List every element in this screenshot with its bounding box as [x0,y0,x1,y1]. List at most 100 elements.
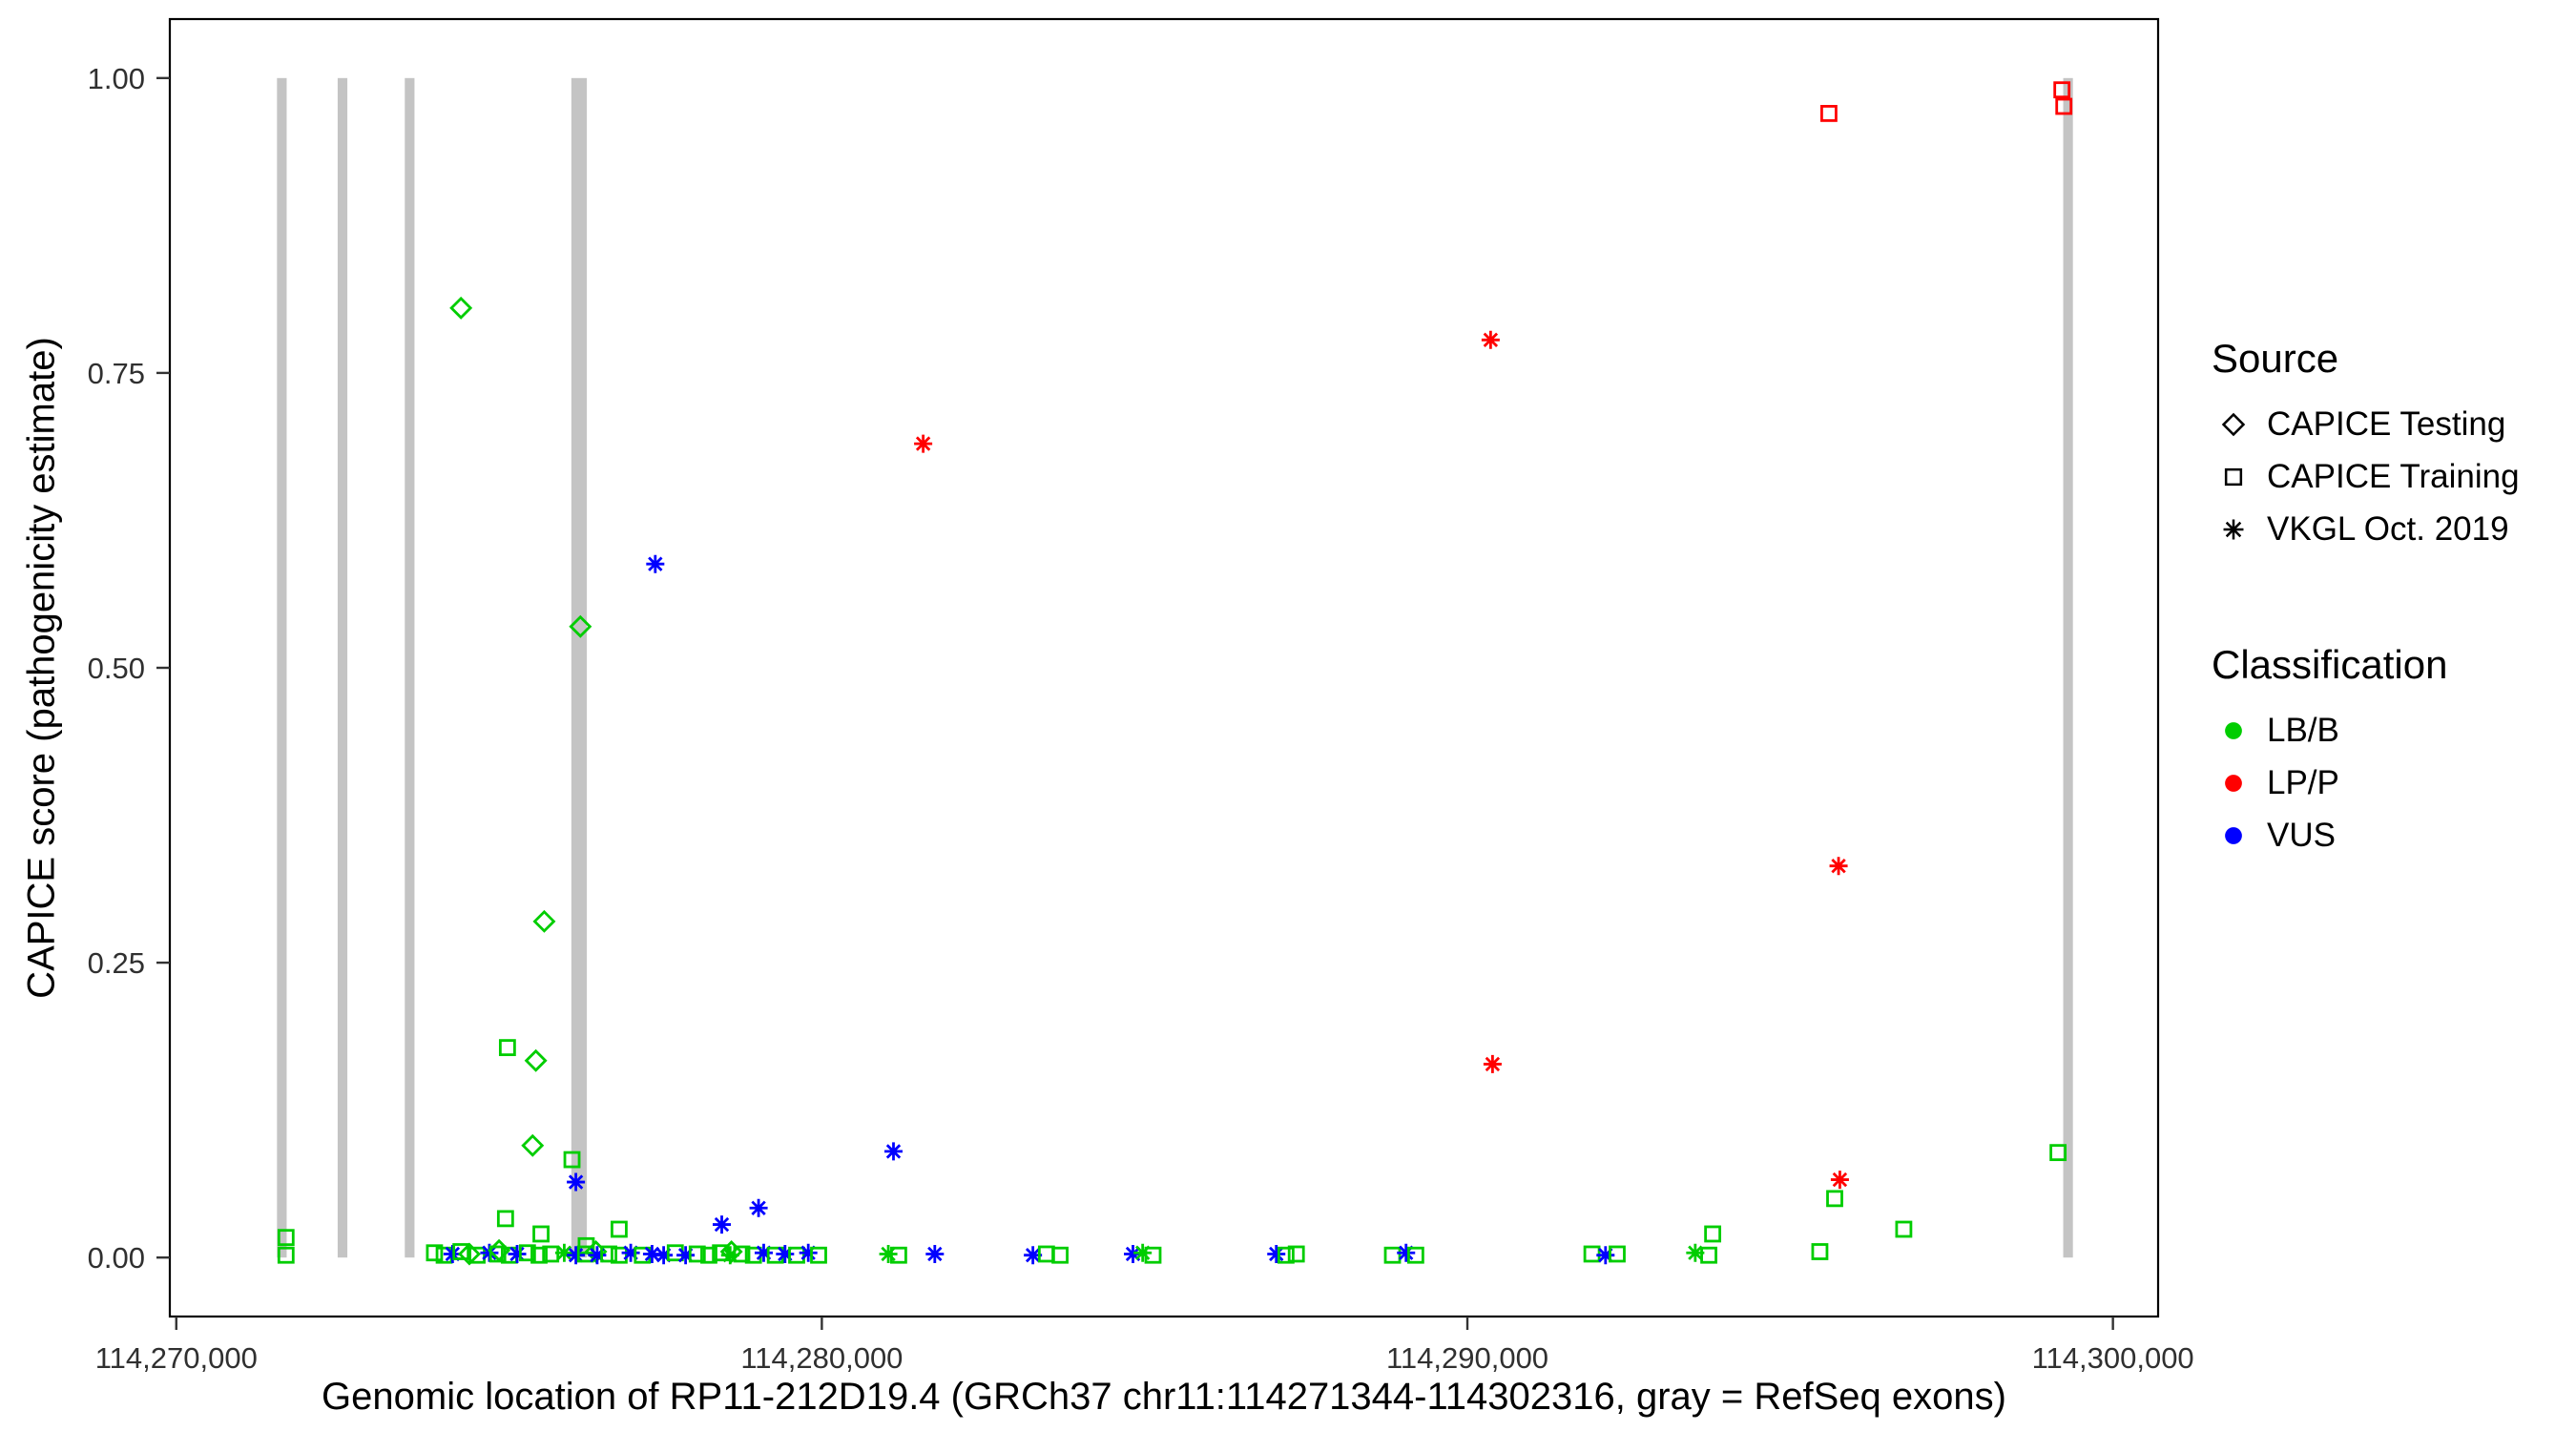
data-point [1024,1246,1043,1265]
square-marker-glyph [1811,1243,1829,1260]
y-tick-label: 0.00 [88,1241,145,1275]
data-point [1051,1246,1069,1264]
asterisk-marker-glyph [567,1246,586,1265]
legend-item-label: VUS [2267,817,2336,854]
legend-source-title: Source [2212,336,2339,381]
data-point [890,1246,907,1264]
data-point [2053,81,2071,99]
asterisk-marker-glyph [776,1244,795,1263]
data-point [719,1240,743,1263]
data-point [1700,1246,1717,1264]
exon-bar [571,77,588,1258]
square-marker-glyph [498,1039,516,1057]
diamond-marker-icon [2221,412,2246,437]
data-point [1277,1246,1295,1264]
square-marker-glyph [496,1210,514,1228]
square-marker-glyph [1051,1246,1069,1264]
data-point [688,1245,706,1263]
data-point [749,1198,768,1217]
data-point [1811,1243,1829,1260]
legend-classification-title: Classification [2212,642,2448,687]
data-point [925,1244,945,1263]
data-point [713,1215,732,1234]
square-marker-glyph [600,1245,618,1263]
data-point [1820,105,1838,122]
data-point [554,1243,573,1262]
asterisk-marker-glyph [1133,1243,1153,1262]
legend-item-label: LP/P [2267,764,2339,801]
square-marker-glyph [1406,1246,1424,1264]
data-point [1124,1244,1143,1263]
data-point [1704,1225,1722,1243]
data-point [1133,1243,1153,1262]
y-tick-label: 1.00 [88,62,145,95]
asterisk-marker-glyph [621,1243,640,1262]
diamond-marker-glyph [524,1048,548,1072]
data-point [799,1243,818,1262]
lbb-dot-icon [2225,722,2242,739]
vus-dot-icon [2225,827,2242,844]
asterisk-marker-glyph [1596,1246,1615,1265]
square-marker-glyph [2055,97,2073,115]
x-tick-label: 114,270,000 [95,1341,258,1375]
exon-bar [277,77,287,1258]
square-marker-glyph [426,1244,444,1262]
data-point [1483,1054,1502,1073]
exon-bar [405,77,415,1258]
x-tick-label: 114,280,000 [740,1341,903,1375]
asterisk-marker-glyph [749,1198,768,1217]
square-marker-glyph [277,1246,295,1264]
square-marker-glyph [1895,1220,1913,1238]
asterisk-marker-glyph [883,1142,903,1161]
data-point [567,1172,586,1192]
y-tick-label: 0.75 [88,357,145,390]
data-point [426,1244,444,1262]
data-point [642,1244,661,1263]
data-point [530,1246,548,1264]
asterisk-marker-glyph [646,554,665,573]
asterisk-marker-glyph [1686,1243,1705,1262]
legend-item-label: CAPICE Training [2267,458,2520,495]
asterisk-marker-glyph [720,1246,739,1265]
data-point [1397,1243,1416,1262]
data-point [776,1244,795,1263]
legend-item-capice-testing: CAPICE Testing [2212,403,2566,446]
asterisk-marker-glyph [713,1215,732,1234]
square-marker-glyph [452,1243,470,1260]
asterisk-marker-glyph [754,1243,773,1262]
asterisk-marker-glyph [1483,1054,1502,1073]
square-marker-glyph [1383,1246,1402,1264]
square-marker-glyph [2049,1144,2067,1162]
data-point [508,1244,527,1263]
legend-group-classification: Classification LB/B LP/P VUS [2212,642,2566,866]
square-marker-glyph [611,1220,628,1238]
square-marker-glyph [733,1245,751,1263]
data-point [518,1244,536,1262]
square-marker-glyph [1609,1245,1626,1263]
asterisk-marker-glyph [1829,857,1848,876]
square-marker-glyph [611,1246,628,1264]
asterisk-marker-glyph [508,1244,527,1263]
data-point [449,296,473,320]
data-point [1830,1171,1849,1190]
legend-group-source: Source CAPICE Testing CAPICE Training VK… [2212,336,2566,560]
diamond-marker-glyph [569,614,592,638]
square-marker-glyph [532,1225,550,1243]
panel-border [168,17,2160,1318]
asterisk-marker-glyph [588,1246,607,1265]
data-point [277,1229,295,1247]
data-point [1829,857,1848,876]
square-marker-glyph [700,1246,717,1264]
data-point [569,614,592,638]
diamond-marker-glyph [719,1240,743,1263]
square-marker-glyph [1704,1225,1722,1243]
data-point [883,1142,903,1161]
legend-item-lbb: LB/B [2212,709,2566,753]
data-point [498,1039,516,1057]
data-point [1826,1190,1843,1208]
data-point [1383,1246,1402,1264]
data-point [2055,97,2073,115]
data-point [1267,1244,1286,1263]
y-tick-label: 0.25 [88,946,145,980]
square-marker-glyph [1144,1246,1162,1264]
